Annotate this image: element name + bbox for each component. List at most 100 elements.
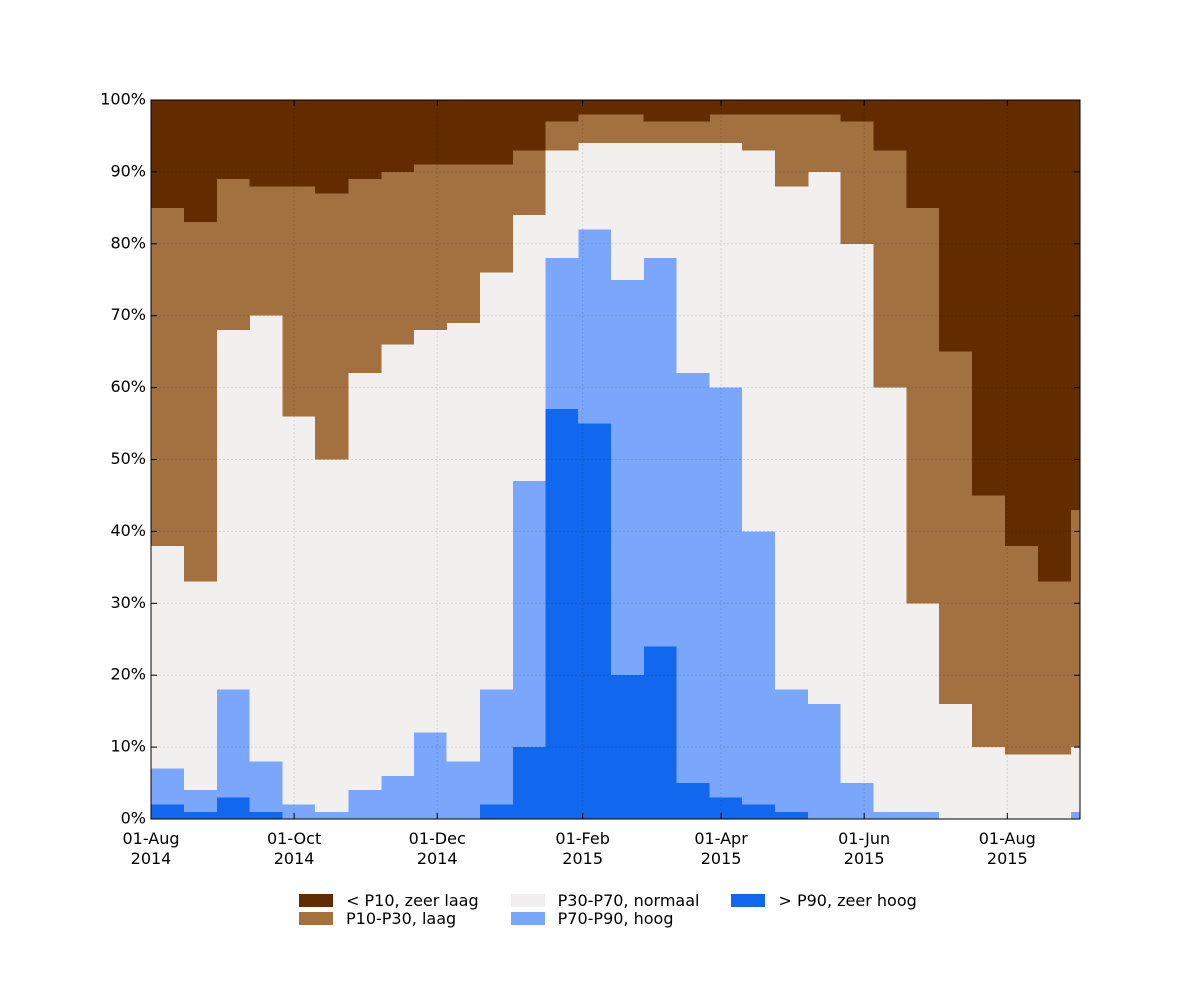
area-segment — [348, 373, 382, 791]
area-segment — [807, 100, 842, 115]
area-segment — [775, 114, 809, 187]
area-segment — [709, 100, 743, 115]
area-segment — [807, 114, 842, 172]
area-segment — [249, 100, 283, 187]
area-segment — [249, 315, 283, 762]
area-segment — [610, 114, 645, 144]
area-segment — [906, 207, 940, 604]
area-segment — [315, 811, 349, 819]
area-segment — [315, 100, 349, 194]
legend-swatch — [299, 893, 333, 907]
legend-item: > P90, zeer hoog — [731, 891, 917, 910]
area-segment — [676, 143, 710, 374]
area-segment — [249, 186, 283, 316]
area-segment — [1070, 811, 1081, 819]
area-segment — [742, 150, 776, 532]
area-segment — [709, 143, 743, 388]
area-segment — [775, 100, 809, 115]
area-segment — [151, 100, 185, 208]
y-tick-label: 100% — [100, 90, 146, 109]
area-segment — [742, 100, 776, 115]
area-segment — [380, 100, 415, 172]
legend-item: P70-P90, hoog — [510, 908, 700, 928]
x-tick-label: 01-Dec 2014 — [408, 829, 466, 868]
area-segment — [643, 258, 677, 647]
x-tick-label: 01-Apr 2015 — [694, 829, 748, 868]
area-segment — [348, 100, 382, 180]
area-segment — [709, 387, 743, 798]
area-segment — [643, 100, 677, 122]
area-segment — [479, 100, 513, 165]
area-segment — [479, 164, 513, 273]
area-segment — [577, 143, 612, 230]
legend-swatch — [510, 893, 545, 907]
area-segment — [479, 689, 513, 805]
area-segment — [840, 121, 875, 244]
area-segment — [873, 387, 907, 812]
area-segment — [972, 495, 1006, 748]
y-tick-label: 70% — [110, 305, 146, 324]
area-segment — [216, 179, 251, 331]
area-segment — [282, 416, 316, 805]
area-segment — [1070, 509, 1081, 748]
area-segment — [348, 179, 382, 374]
area-segment — [380, 775, 415, 819]
area-segment — [972, 747, 1006, 819]
area-segment — [742, 531, 776, 805]
y-tick-label: 10% — [110, 737, 146, 756]
area-segment — [1070, 100, 1081, 510]
x-tick-label: 01-Jun 2015 — [838, 829, 891, 868]
area-segment — [282, 186, 316, 417]
area-segment — [1004, 545, 1039, 755]
area-segment — [906, 811, 940, 819]
area-segment — [775, 811, 809, 819]
area-segment — [380, 344, 415, 776]
area-segment — [709, 114, 743, 144]
area-segment — [873, 100, 907, 151]
area-segment — [939, 351, 973, 704]
area-segment — [873, 811, 907, 819]
area-segment — [216, 689, 251, 798]
area-segment — [610, 675, 645, 819]
area-segment — [577, 423, 612, 819]
area-segment — [577, 100, 612, 115]
area-segment — [479, 804, 513, 819]
area-segment — [512, 150, 546, 216]
legend-swatch — [510, 911, 545, 925]
area-segment — [446, 761, 480, 819]
area-segment — [1070, 747, 1081, 812]
legend-label: P10-P30, laag — [346, 908, 457, 928]
area-segment — [676, 783, 710, 819]
area-segment — [775, 689, 809, 812]
y-tick-label: 0% — [121, 809, 146, 828]
area-segment — [577, 114, 612, 144]
legend-item: P30-P70, normaal — [510, 891, 699, 910]
legend-swatch — [731, 893, 766, 907]
area-segment — [413, 164, 448, 331]
area-segment — [413, 330, 448, 733]
area-segment — [183, 790, 218, 812]
area-segment — [282, 100, 316, 187]
legend-label: < P10, zeer laag — [346, 890, 479, 910]
area-segment — [512, 747, 546, 819]
area-segment — [807, 171, 842, 704]
plot-frame — [150, 99, 1081, 820]
area-segment — [676, 121, 710, 144]
area-segment — [151, 804, 185, 819]
area-segment — [939, 100, 973, 352]
area-segment — [1037, 100, 1072, 582]
area-segment — [840, 100, 875, 122]
area-segment — [479, 272, 513, 690]
area-segment — [348, 790, 382, 819]
area-segment — [939, 703, 973, 819]
legend-label: P70-P90, hoog — [557, 908, 674, 928]
y-tick-label: 60% — [110, 377, 146, 396]
y-tick-label: 40% — [110, 521, 146, 540]
area-segment — [1037, 754, 1072, 819]
area-segment — [413, 732, 448, 819]
area-segment — [151, 545, 185, 769]
y-tick-label: 20% — [110, 665, 146, 684]
area-segment — [610, 279, 645, 676]
